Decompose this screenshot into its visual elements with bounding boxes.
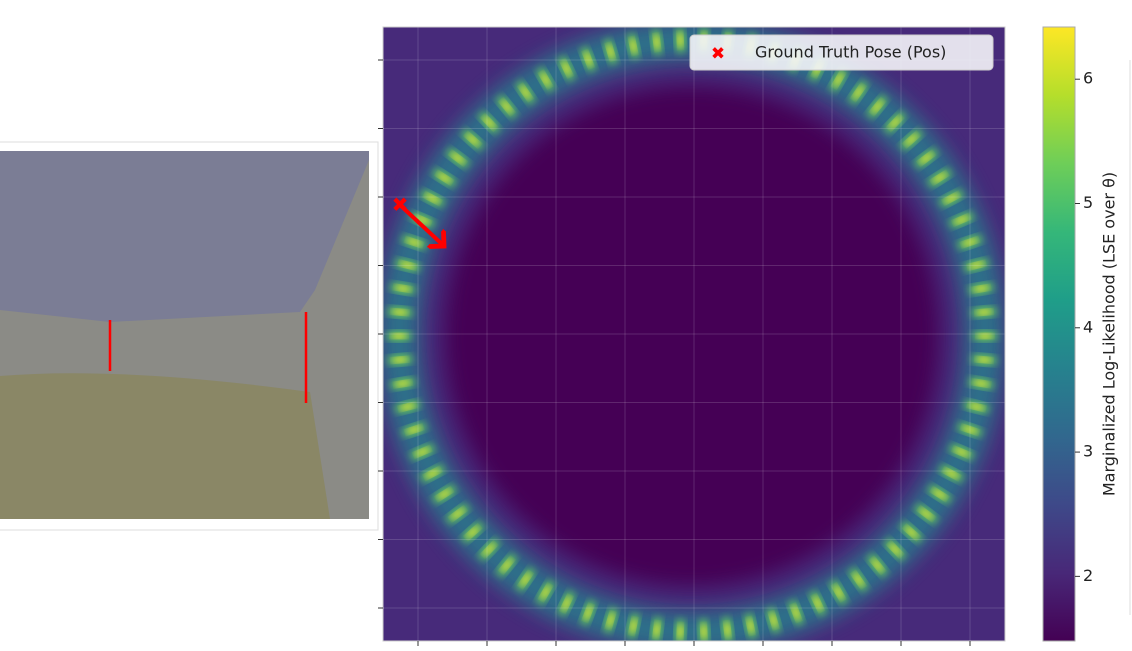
ring-blob-core	[451, 509, 464, 519]
ring-blob-core	[677, 33, 683, 48]
ring-blob-core	[872, 559, 883, 571]
ring-blob-core	[889, 544, 901, 555]
ring-blob-core	[963, 426, 977, 433]
axis-ticks	[378, 59, 971, 646]
ring-blob-core	[584, 606, 592, 620]
pose-arrow	[398, 203, 444, 246]
ring-blob-core	[426, 194, 439, 203]
ring-blob-core	[969, 262, 984, 269]
ring-blob-core	[521, 86, 531, 99]
ring-blob-core	[426, 469, 439, 478]
colorbar-label: Marginalized Log-Likelihood (LSE over θ)	[1100, 172, 1119, 496]
ring-blob-core	[521, 573, 531, 586]
heatmap	[383, 27, 1005, 641]
ring-blob-core	[501, 559, 512, 571]
ring-blob-core	[392, 309, 407, 315]
colorbar-ticks: 2 3 4 5 6	[1075, 69, 1093, 585]
ring-blob-core	[407, 239, 421, 246]
ring-blob-core	[974, 380, 989, 387]
ring-blob-core	[562, 62, 571, 75]
ring-blob-core	[501, 101, 512, 113]
ring-blob-core	[770, 613, 777, 628]
colorbar-tick-label: 3	[1083, 442, 1093, 461]
floor	[0, 373, 330, 519]
ring-blob-core	[977, 309, 992, 315]
ring-blob-core	[467, 527, 479, 538]
ring-blob-core	[889, 117, 901, 128]
ring-blob-core	[920, 509, 933, 519]
ring-blob-core	[541, 586, 550, 599]
ring-blob-core	[438, 173, 451, 183]
camera-view	[0, 141, 379, 531]
colorbar-tick-label: 4	[1083, 317, 1093, 336]
ring-blob-core	[969, 403, 984, 410]
ring-blob-core	[955, 216, 969, 224]
ring-blob-core	[872, 101, 883, 113]
ring-blob-core	[395, 380, 410, 387]
ring-blob-core	[905, 134, 917, 145]
ring-blob-core	[400, 403, 415, 410]
colorbar-tick-label: 6	[1083, 69, 1093, 88]
ring-blob-core	[630, 619, 637, 633]
ring-blob-core	[654, 35, 660, 50]
ring-blob-core	[834, 586, 843, 599]
ring-blob-core	[978, 333, 992, 339]
ring-blob-core	[974, 285, 989, 292]
ring-inner	[444, 85, 940, 587]
ring-blob-core	[747, 619, 754, 633]
ring-blob-core	[541, 73, 550, 86]
ring-blob-core	[920, 153, 933, 163]
ring-blob-core	[392, 333, 406, 339]
ring-blob-core	[483, 117, 495, 128]
ring-blob-core	[562, 597, 571, 610]
ring-blob-core	[677, 624, 683, 639]
colorbar-tick-label: 2	[1083, 566, 1093, 585]
ring-blob-core	[415, 448, 429, 456]
ring-blob-core	[701, 624, 707, 639]
ring-blob-core	[955, 448, 969, 456]
ring-blob-core	[483, 544, 495, 555]
ring-blob-core	[467, 134, 479, 145]
colorbar-tick-label: 5	[1083, 193, 1093, 212]
ring-blob-core	[607, 44, 614, 59]
ring-blob-core	[392, 357, 407, 363]
ring-blob-core	[945, 469, 958, 478]
ring-blob-core	[933, 489, 946, 499]
ring-blob-core	[834, 73, 843, 86]
ring-blob-core	[607, 613, 614, 628]
pose-marker: ✖	[392, 193, 409, 217]
ring-blob-core	[853, 573, 863, 586]
ring-blob-core	[853, 86, 863, 99]
ring-blob-core	[415, 216, 429, 224]
legend-label: Ground Truth Pose (Pos)	[755, 43, 946, 62]
ring-blob-core	[407, 426, 421, 433]
ring-blob-core	[945, 194, 958, 203]
ring-blob-core	[963, 239, 977, 246]
ring-blob-core	[654, 622, 660, 637]
ring-blob-core	[792, 606, 800, 620]
ring-blob-core	[813, 597, 822, 610]
ring-blob-core	[451, 153, 464, 163]
ring-blob-core	[933, 173, 946, 183]
ring-blob-core	[724, 622, 730, 637]
ring-blob-core	[977, 357, 992, 363]
legend	[689, 34, 994, 71]
ring-blob-core	[400, 262, 415, 269]
ring-blob-core	[438, 489, 451, 499]
ring-blob-core	[905, 527, 917, 538]
ring-blob-core	[630, 39, 637, 53]
legend-marker: ✖	[711, 44, 725, 64]
ring-blob-core	[395, 285, 410, 292]
colorbar	[1042, 26, 1076, 642]
ring-blob-core	[584, 52, 592, 66]
